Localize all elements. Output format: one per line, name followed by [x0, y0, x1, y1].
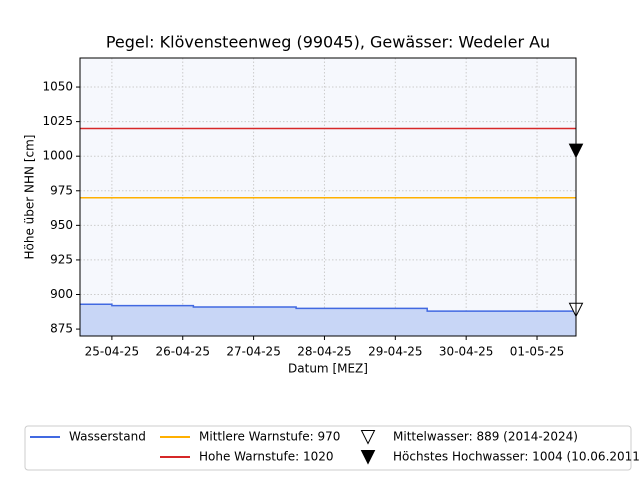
- legend-swatch: [360, 450, 376, 465]
- legend-label: Mittlere Warnstufe: 970: [199, 430, 340, 444]
- line: [80, 303, 576, 312]
- plot-frame: [79, 57, 577, 337]
- x-tick-label: 01-05-25: [510, 345, 564, 359]
- area: [80, 304, 576, 336]
- y-axis-label: Höhe über NHN [cm]: [23, 135, 37, 260]
- y-tick-label: 1000: [42, 149, 73, 163]
- x-tick-label: 25-04-25: [85, 345, 139, 359]
- y-tick-label: 875: [50, 322, 73, 336]
- y-tick-label: 900: [50, 287, 73, 301]
- y-tick-label: 1025: [42, 114, 73, 128]
- x-tick-label: 30-04-25: [439, 345, 493, 359]
- y-tick-label: 975: [50, 183, 73, 197]
- x-tick-label: 28-04-25: [297, 345, 351, 359]
- x-axis-label: Datum [MEZ]: [288, 362, 368, 376]
- y-tick-label: 1050: [42, 80, 73, 94]
- x-tick-label: 29-04-25: [368, 345, 422, 359]
- legend-label: Hohe Warnstufe: 1020: [199, 450, 334, 464]
- x-tick-label: 26-04-25: [156, 345, 210, 359]
- legend-swatch: [360, 430, 376, 445]
- chart-title: Pegel: Klövensteenweg (99045), Gewässer:…: [106, 33, 550, 52]
- y-tick-label: 925: [50, 252, 73, 266]
- legend-label: Höchstes Hochwasser: 1004 (10.06.2011): [393, 450, 640, 464]
- x-tick-label: 27-04-25: [226, 345, 280, 359]
- legend-label: Wasserstand: [69, 430, 146, 444]
- legend-label: Mittelwasser: 889 (2014-2024): [393, 430, 578, 444]
- y-tick-label: 950: [50, 218, 73, 232]
